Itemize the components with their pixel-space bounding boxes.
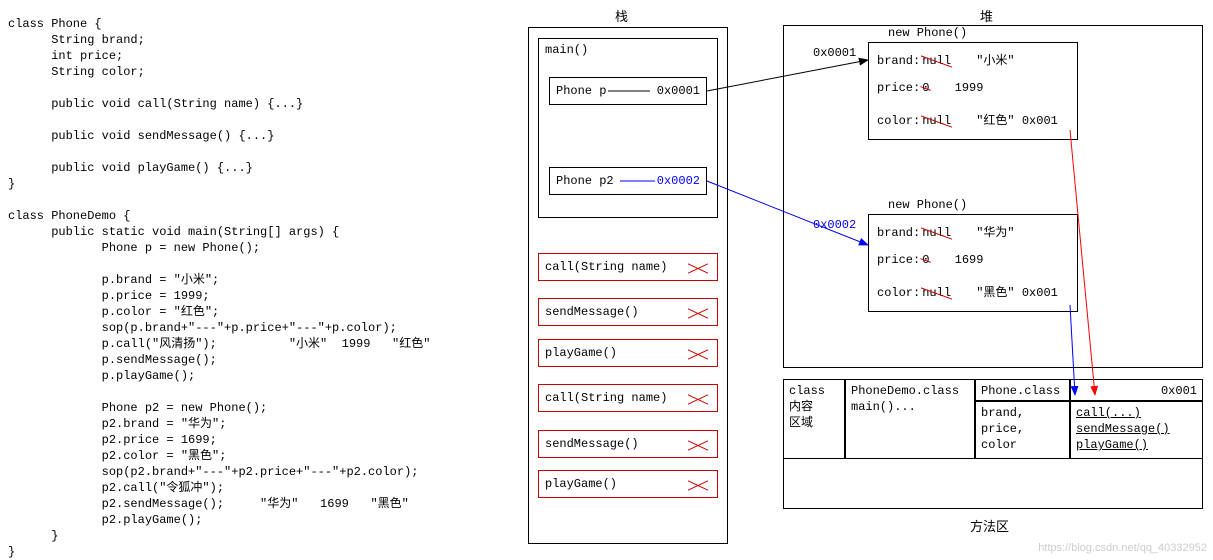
watermark: https://blog.csdn.net/qq_40332952 bbox=[1038, 542, 1207, 554]
heap-obj-box: brand:null "小米" price:0 1999 color:null "红… bbox=[868, 42, 1078, 140]
var-p-left: Phone p bbox=[556, 84, 606, 98]
heap-field: price:0 1999 bbox=[877, 81, 983, 95]
stack-frame: playGame() bbox=[538, 470, 718, 498]
method-area-cell: brand, price, color bbox=[975, 401, 1070, 459]
heap-obj-title: new Phone() bbox=[888, 198, 967, 212]
method-area-cell: 0x001 bbox=[1070, 379, 1203, 401]
heap-field: color:null "黑色" 0x001 bbox=[877, 283, 1058, 300]
stack-frame-label: playGame() bbox=[545, 346, 617, 360]
heap-obj-addr: 0x0002 bbox=[813, 218, 856, 232]
method-area-title: 方法区 bbox=[970, 516, 1009, 535]
method-area-cell: call(...) sendMessage() playGame() bbox=[1070, 401, 1203, 459]
heap-obj-title: new Phone() bbox=[888, 26, 967, 40]
heap-field: price:0 1699 bbox=[877, 253, 983, 267]
stack-frame-label: call(String name) bbox=[545, 260, 667, 274]
method-area-cell: PhoneDemo.class main()... bbox=[845, 379, 975, 459]
stack-frame: playGame() bbox=[538, 339, 718, 367]
heap-field: brand:null "小米" bbox=[877, 51, 1015, 68]
var-p-right: 0x0001 bbox=[657, 84, 700, 98]
stack-frame-label: sendMessage() bbox=[545, 305, 639, 319]
var-p2-right: 0x0002 bbox=[657, 174, 700, 188]
cross-icon bbox=[687, 391, 709, 407]
method-area-cell: Phone.class bbox=[975, 379, 1070, 401]
method-area-cell: class 内容 区域 bbox=[783, 379, 845, 459]
cross-icon bbox=[687, 305, 709, 321]
heap-field: brand:null "华为" bbox=[877, 223, 1015, 240]
stack-frame: sendMessage() bbox=[538, 430, 718, 458]
var-p2-box: Phone p2 0x0002 bbox=[549, 167, 707, 195]
stack-frame: call(String name) bbox=[538, 384, 718, 412]
var-p-box: Phone p 0x0001 bbox=[549, 77, 707, 105]
stack-frame-label: playGame() bbox=[545, 477, 617, 491]
code-listing: class Phone { String brand; int price; S… bbox=[8, 16, 430, 560]
cross-icon bbox=[687, 346, 709, 362]
stack-frame: call(String name) bbox=[538, 253, 718, 281]
var-p2-left: Phone p2 bbox=[556, 174, 614, 188]
heap-field: color:null "红色" 0x001 bbox=[877, 111, 1058, 128]
cross-icon bbox=[687, 477, 709, 493]
stack-frame-label: sendMessage() bbox=[545, 437, 639, 451]
stack-frame-label: call(String name) bbox=[545, 391, 667, 405]
cross-icon bbox=[687, 260, 709, 276]
heap-title: 堆 bbox=[980, 6, 993, 25]
cross-icon bbox=[687, 437, 709, 453]
main-label: main() bbox=[545, 43, 588, 57]
heap-obj-box: brand:null "华为" price:0 1699 color:null "黑… bbox=[868, 214, 1078, 312]
heap-obj-addr: 0x0001 bbox=[813, 46, 856, 60]
stack-frame: sendMessage() bbox=[538, 298, 718, 326]
stack-title: 栈 bbox=[615, 6, 628, 25]
